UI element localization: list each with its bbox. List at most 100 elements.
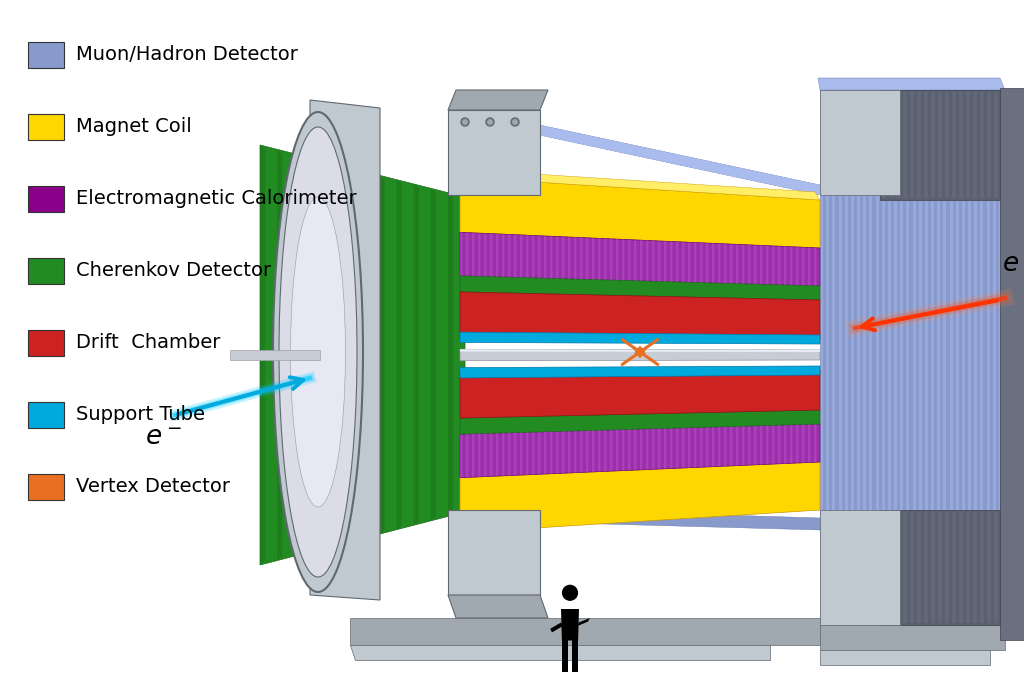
Polygon shape <box>888 92 891 623</box>
Polygon shape <box>724 244 726 283</box>
Polygon shape <box>826 92 829 623</box>
Polygon shape <box>598 238 600 280</box>
Polygon shape <box>532 432 535 475</box>
Polygon shape <box>514 235 516 278</box>
Polygon shape <box>556 237 558 279</box>
Polygon shape <box>778 425 780 464</box>
Polygon shape <box>492 115 496 126</box>
Polygon shape <box>586 431 589 473</box>
Polygon shape <box>764 173 767 185</box>
Polygon shape <box>646 240 648 281</box>
Polygon shape <box>987 512 991 623</box>
Polygon shape <box>646 429 648 470</box>
Polygon shape <box>508 118 511 130</box>
Polygon shape <box>754 426 757 465</box>
Polygon shape <box>945 512 949 623</box>
Polygon shape <box>700 427 702 467</box>
Polygon shape <box>966 512 970 623</box>
Polygon shape <box>718 244 721 283</box>
Polygon shape <box>882 512 886 623</box>
Polygon shape <box>943 92 946 623</box>
Polygon shape <box>604 139 607 151</box>
Polygon shape <box>544 431 547 474</box>
Polygon shape <box>814 248 816 286</box>
Polygon shape <box>780 177 783 188</box>
Text: $e^-$: $e^-$ <box>145 425 181 450</box>
Polygon shape <box>924 512 928 623</box>
Polygon shape <box>918 512 921 623</box>
Polygon shape <box>820 90 1005 625</box>
Polygon shape <box>460 462 820 533</box>
Polygon shape <box>550 431 552 474</box>
Text: Vertex Detector: Vertex Detector <box>76 477 230 496</box>
Polygon shape <box>562 431 564 473</box>
Polygon shape <box>910 512 914 623</box>
Polygon shape <box>910 92 914 198</box>
Polygon shape <box>889 512 893 623</box>
Polygon shape <box>580 237 583 279</box>
Polygon shape <box>396 179 401 530</box>
Bar <box>28 330 63 356</box>
Circle shape <box>511 118 519 126</box>
Polygon shape <box>804 181 807 193</box>
Polygon shape <box>724 165 727 176</box>
Polygon shape <box>562 237 564 279</box>
Polygon shape <box>476 112 479 123</box>
Polygon shape <box>688 428 690 468</box>
Polygon shape <box>460 410 820 434</box>
Polygon shape <box>1001 512 1005 623</box>
Polygon shape <box>994 512 998 623</box>
Polygon shape <box>994 92 998 198</box>
Polygon shape <box>937 92 940 623</box>
Polygon shape <box>863 92 866 623</box>
Polygon shape <box>460 349 820 361</box>
Polygon shape <box>712 427 715 467</box>
Polygon shape <box>345 167 350 543</box>
Polygon shape <box>736 244 738 283</box>
Polygon shape <box>550 236 552 279</box>
Polygon shape <box>925 92 928 623</box>
Polygon shape <box>682 428 684 468</box>
Polygon shape <box>820 510 900 625</box>
Polygon shape <box>980 512 984 623</box>
Polygon shape <box>484 113 487 125</box>
Polygon shape <box>772 174 775 186</box>
Polygon shape <box>772 425 774 464</box>
Polygon shape <box>896 92 900 198</box>
Polygon shape <box>466 232 468 276</box>
Polygon shape <box>431 188 436 521</box>
Polygon shape <box>636 146 639 157</box>
Polygon shape <box>931 92 935 198</box>
Polygon shape <box>644 147 647 159</box>
Text: Magnet Coil: Magnet Coil <box>76 117 191 137</box>
Polygon shape <box>748 245 751 284</box>
Polygon shape <box>945 92 949 198</box>
Polygon shape <box>612 140 615 152</box>
Polygon shape <box>896 512 900 623</box>
Polygon shape <box>520 432 522 475</box>
Polygon shape <box>538 236 541 278</box>
Polygon shape <box>230 350 319 360</box>
Polygon shape <box>700 243 702 283</box>
Polygon shape <box>586 238 589 279</box>
Polygon shape <box>329 163 334 547</box>
Polygon shape <box>520 235 522 278</box>
Polygon shape <box>578 618 590 626</box>
Polygon shape <box>903 92 907 198</box>
Text: Support Tube: Support Tube <box>76 406 205 424</box>
Polygon shape <box>294 154 299 556</box>
Polygon shape <box>814 424 816 462</box>
Polygon shape <box>550 623 563 632</box>
Polygon shape <box>502 234 505 277</box>
Polygon shape <box>664 242 667 282</box>
Polygon shape <box>592 431 594 472</box>
Circle shape <box>486 118 494 126</box>
Polygon shape <box>447 193 453 517</box>
Polygon shape <box>634 240 636 281</box>
Polygon shape <box>449 595 548 618</box>
Polygon shape <box>466 434 468 477</box>
Polygon shape <box>820 90 900 195</box>
Polygon shape <box>484 433 486 477</box>
Polygon shape <box>812 184 815 195</box>
Polygon shape <box>652 149 655 161</box>
